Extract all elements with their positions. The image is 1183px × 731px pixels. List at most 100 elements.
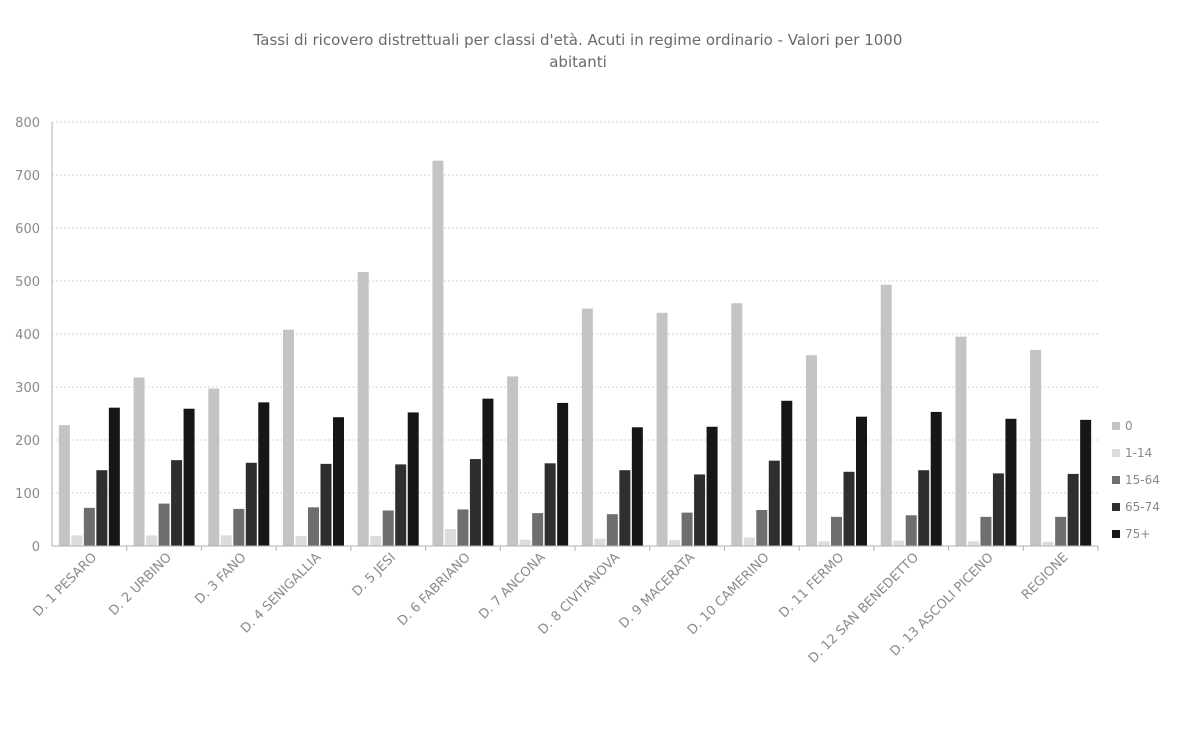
bar	[781, 400, 793, 546]
bar	[992, 473, 1004, 546]
bar	[108, 407, 120, 546]
bar	[1030, 349, 1042, 546]
bar	[96, 470, 108, 546]
bar	[171, 460, 183, 546]
legend-swatch	[1112, 530, 1120, 538]
bar	[743, 537, 755, 546]
bar	[606, 514, 618, 546]
chart-title-line-2: abitanti	[549, 53, 607, 71]
bar	[382, 510, 394, 546]
x-tick-label: D. 3 FANO	[192, 550, 249, 607]
bar	[370, 535, 382, 546]
bar	[146, 535, 158, 546]
legend-label: 65-74	[1125, 500, 1160, 514]
x-tick-label: D. 2 URBINO	[106, 550, 175, 619]
bar	[619, 470, 631, 546]
bar	[731, 303, 743, 546]
bar	[507, 376, 519, 546]
bar	[233, 508, 245, 546]
bar	[71, 535, 83, 546]
bar	[395, 464, 407, 546]
y-tick-label: 700	[15, 169, 40, 184]
bar	[880, 284, 892, 546]
bar	[407, 412, 419, 546]
y-tick-label: 300	[15, 381, 40, 396]
bar	[320, 463, 332, 546]
y-tick-label: 800	[15, 116, 40, 131]
bars	[58, 160, 1092, 546]
bar	[1005, 418, 1017, 546]
axes	[51, 122, 1099, 551]
bar	[444, 529, 456, 546]
bar	[581, 308, 593, 546]
bar	[930, 411, 942, 546]
bar	[856, 416, 867, 546]
bar	[469, 459, 481, 546]
bar	[980, 516, 992, 546]
x-tick-label: D. 4 SENIGALLIA	[238, 550, 324, 636]
y-tick-label: 0	[32, 540, 40, 555]
bar	[631, 427, 643, 546]
bar	[843, 471, 855, 546]
bar	[183, 408, 195, 546]
y-tick-label: 100	[15, 487, 40, 502]
bar	[1042, 541, 1054, 546]
bar	[333, 417, 344, 546]
x-tick-label: D. 7 ANCONA	[476, 550, 548, 622]
y-tick-label: 400	[15, 328, 40, 343]
bar	[694, 474, 706, 546]
x-tick-label: D. 1 PESARO	[31, 550, 101, 620]
x-tick-label: D. 11 FERMO	[777, 550, 848, 621]
chart-title-line-1: Tassi di ricovero distrettuali per class…	[253, 31, 903, 49]
bar	[258, 402, 270, 546]
bar	[308, 507, 319, 546]
y-tick-label: 600	[15, 222, 40, 237]
bar	[656, 312, 668, 546]
legend-swatch	[1112, 449, 1120, 457]
bar	[58, 425, 70, 546]
x-tick-label: REGIONE	[1019, 550, 1072, 603]
y-axis-ticks: 0 100 200 300 400 500 600 700 800	[15, 116, 40, 555]
bar	[1055, 516, 1067, 546]
bar	[295, 535, 307, 546]
legend-label: 0	[1125, 419, 1133, 433]
bar	[594, 538, 606, 546]
bar	[245, 462, 257, 546]
bar	[532, 513, 544, 546]
y-tick-label: 500	[15, 275, 40, 290]
bar	[457, 509, 469, 546]
bar	[208, 388, 220, 546]
bar	[918, 470, 930, 546]
x-tick-label: D. 10 CAMERINO	[685, 550, 773, 638]
bar	[1080, 419, 1092, 546]
bar	[818, 541, 830, 546]
bar	[681, 512, 693, 546]
bar	[557, 402, 569, 546]
x-tick-label: D. 6 FABRIANO	[395, 550, 474, 629]
x-tick-label: D. 9 MACERATA	[617, 550, 698, 631]
bar	[133, 377, 145, 546]
bar	[905, 515, 917, 546]
x-tick-label: D. 5 JESI	[350, 550, 399, 599]
bar	[482, 398, 494, 546]
bar	[220, 535, 232, 546]
bar	[669, 540, 681, 546]
bar	[519, 539, 531, 546]
legend-swatch	[1112, 503, 1120, 511]
y-tick-label: 200	[15, 434, 40, 449]
bar	[955, 336, 967, 546]
bar	[831, 516, 842, 546]
bar	[893, 540, 905, 546]
bar	[706, 426, 718, 546]
legend-swatch	[1112, 422, 1120, 430]
bar	[158, 503, 170, 546]
bar	[283, 329, 294, 546]
legend-label: 15-64	[1125, 473, 1160, 487]
bar	[357, 271, 369, 546]
bar	[806, 355, 817, 546]
bar	[756, 509, 768, 546]
bar	[432, 160, 444, 546]
legend: 0 1-14 15-64 65-74 75+	[1112, 419, 1160, 541]
